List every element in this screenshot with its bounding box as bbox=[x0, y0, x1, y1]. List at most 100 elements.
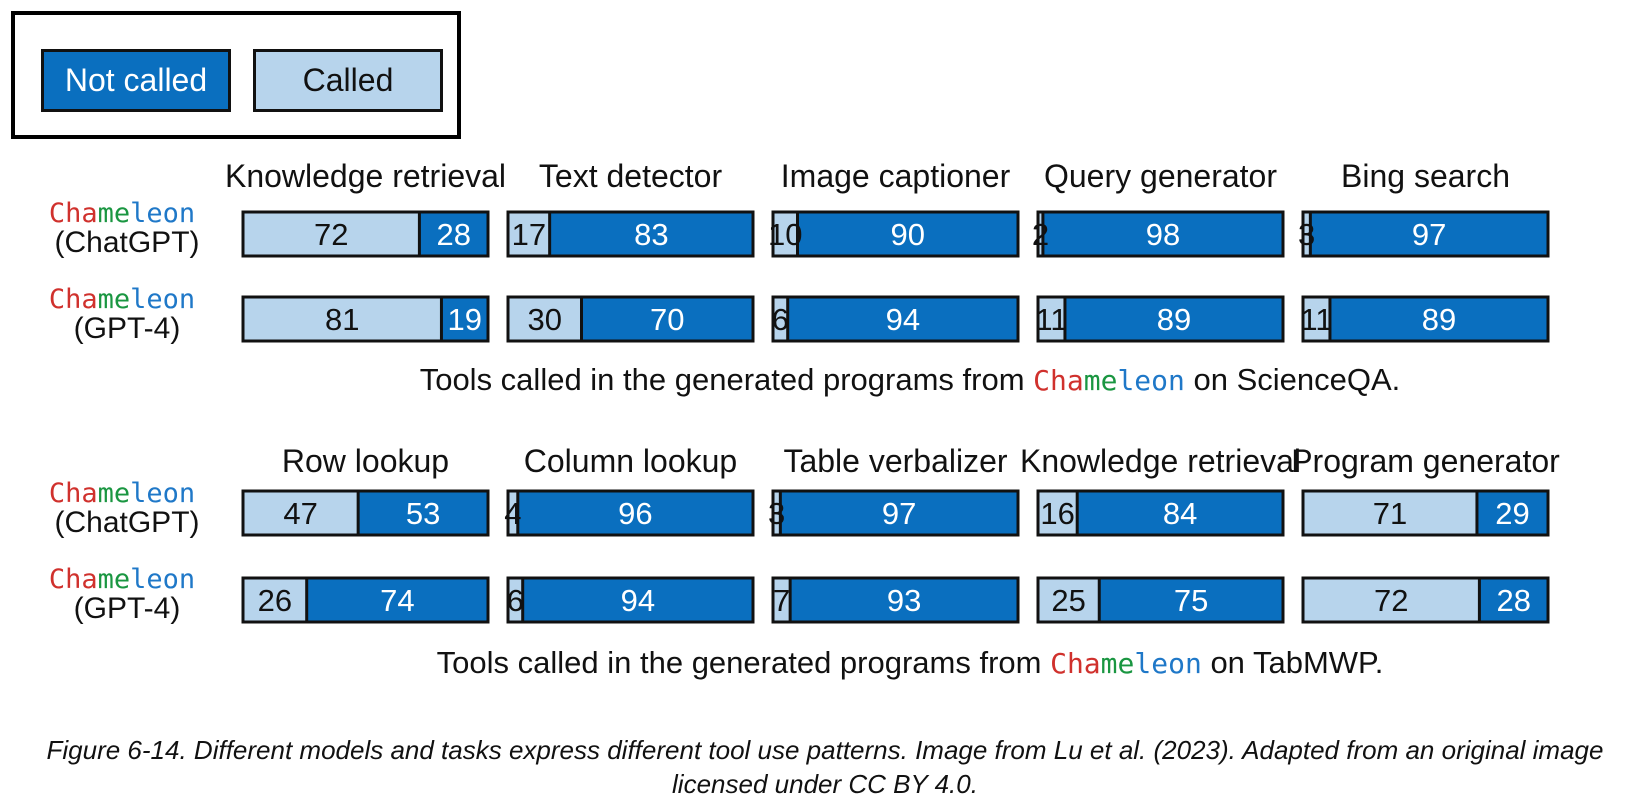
data-label-called: 81 bbox=[325, 302, 359, 337]
bar-not-called bbox=[419, 212, 488, 256]
bar-outline bbox=[1301, 489, 1550, 537]
bar-called bbox=[1303, 297, 1330, 341]
data-label-not-called: 75 bbox=[1174, 583, 1208, 618]
data-label-called: 11 bbox=[1300, 302, 1332, 337]
data-label-not-called: 94 bbox=[886, 302, 920, 337]
tool-label: Row lookup bbox=[282, 443, 449, 479]
data-label-not-called: 96 bbox=[618, 496, 652, 531]
data-label-not-called: 28 bbox=[1496, 583, 1530, 618]
tool-label: Table verbalizer bbox=[783, 443, 1007, 479]
bar-outline bbox=[506, 210, 755, 258]
bar-called bbox=[508, 297, 582, 341]
legend-not-called-label: Not called bbox=[64, 62, 208, 98]
data-label-called: 47 bbox=[283, 496, 317, 531]
bar-called bbox=[508, 212, 550, 256]
bar-not-called bbox=[306, 578, 488, 622]
data-label-called: 2 bbox=[1032, 217, 1049, 252]
data-label-called: 10 bbox=[768, 217, 802, 252]
bar-outline bbox=[506, 295, 755, 343]
bar-outline bbox=[1301, 576, 1550, 624]
tool-label: Knowledge retrieval bbox=[1020, 443, 1301, 479]
model-brand-label: Chameleon bbox=[49, 198, 195, 229]
data-label-not-called: 74 bbox=[380, 583, 414, 618]
bar-called bbox=[773, 297, 788, 341]
bar-outline bbox=[241, 489, 490, 537]
data-label-called: 3 bbox=[768, 496, 785, 531]
data-label-called: 17 bbox=[512, 217, 546, 252]
bar-not-called bbox=[1077, 491, 1283, 535]
data-label-not-called: 97 bbox=[1412, 217, 1446, 252]
tool-label: Knowledge retrieval bbox=[225, 158, 506, 194]
data-label-called: 25 bbox=[1051, 583, 1085, 618]
tool-usage-chart: Chameleon(ChatGPT)Chameleon(GPT-4)Knowle… bbox=[49, 158, 1560, 680]
bar-not-called bbox=[1476, 491, 1548, 535]
data-label-not-called: 53 bbox=[406, 496, 440, 531]
bar-outline bbox=[241, 576, 490, 624]
bar-outline bbox=[1036, 210, 1285, 258]
model-name-label: (ChatGPT) bbox=[54, 226, 199, 259]
bar-not-called bbox=[780, 491, 1018, 535]
bar-not-called bbox=[1064, 297, 1283, 341]
bar-not-called bbox=[797, 212, 1018, 256]
bar-outline bbox=[506, 489, 755, 537]
bar-outline bbox=[1036, 489, 1285, 537]
bar-called bbox=[243, 491, 359, 535]
data-label-called: 72 bbox=[314, 217, 348, 252]
model-name-label: (ChatGPT) bbox=[54, 506, 199, 539]
bar-not-called bbox=[549, 212, 753, 256]
bar-not-called bbox=[1310, 212, 1548, 256]
bar-outline bbox=[771, 295, 1020, 343]
data-label-called: 6 bbox=[772, 302, 789, 337]
bar-called bbox=[1038, 212, 1043, 256]
model-name-label: (GPT-4) bbox=[74, 592, 181, 625]
legend-called: Called bbox=[253, 49, 443, 112]
bar-called bbox=[773, 578, 791, 622]
chart-subtitle: Tools called in the generated programs f… bbox=[420, 362, 1401, 397]
tool-label: Query generator bbox=[1044, 158, 1277, 194]
bar-outline bbox=[1036, 576, 1285, 624]
data-label-not-called: 83 bbox=[634, 217, 668, 252]
bar-not-called bbox=[790, 578, 1018, 622]
data-label-called: 6 bbox=[507, 583, 524, 618]
tool-label: Program generator bbox=[1291, 443, 1560, 479]
bar-outline bbox=[1301, 295, 1550, 343]
data-label-not-called: 89 bbox=[1422, 302, 1456, 337]
chart-subtitle: Tools called in the generated programs f… bbox=[437, 645, 1384, 680]
bar-outline bbox=[241, 295, 490, 343]
data-label-called: 11 bbox=[1035, 302, 1067, 337]
bar-outline bbox=[1036, 295, 1285, 343]
data-label-not-called: 19 bbox=[447, 302, 481, 337]
bar-not-called bbox=[1042, 212, 1283, 256]
data-label-called: 72 bbox=[1374, 583, 1408, 618]
bar-called bbox=[243, 297, 442, 341]
data-label-not-called: 90 bbox=[891, 217, 925, 252]
bar-outline bbox=[771, 576, 1020, 624]
bar-outline bbox=[771, 210, 1020, 258]
legend-not-called: Not called bbox=[41, 49, 231, 112]
bar-outline bbox=[1301, 210, 1550, 258]
bar-outline bbox=[241, 210, 490, 258]
bar-not-called bbox=[517, 491, 753, 535]
data-label-not-called: 97 bbox=[882, 496, 916, 531]
bar-not-called bbox=[581, 297, 753, 341]
legend-called-label: Called bbox=[302, 62, 394, 98]
data-label-not-called: 29 bbox=[1495, 496, 1529, 531]
data-label-not-called: 84 bbox=[1163, 496, 1197, 531]
tool-label: Bing search bbox=[1341, 158, 1510, 194]
data-label-not-called: 89 bbox=[1157, 302, 1191, 337]
data-label-called: 16 bbox=[1040, 496, 1074, 531]
data-label-called: 71 bbox=[1373, 496, 1407, 531]
bar-called bbox=[1038, 578, 1100, 622]
bar-called bbox=[1303, 212, 1311, 256]
bar-not-called bbox=[1329, 297, 1548, 341]
data-label-not-called: 93 bbox=[887, 583, 921, 618]
data-label-called: 3 bbox=[1298, 217, 1315, 252]
model-name-label: (GPT-4) bbox=[74, 312, 181, 345]
bar-called bbox=[243, 578, 307, 622]
bar-called bbox=[773, 212, 798, 256]
tool-label: Column lookup bbox=[524, 443, 737, 479]
bar-not-called bbox=[1099, 578, 1283, 622]
bar-not-called bbox=[441, 297, 488, 341]
data-label-called: 30 bbox=[528, 302, 562, 337]
bar-outline bbox=[506, 576, 755, 624]
